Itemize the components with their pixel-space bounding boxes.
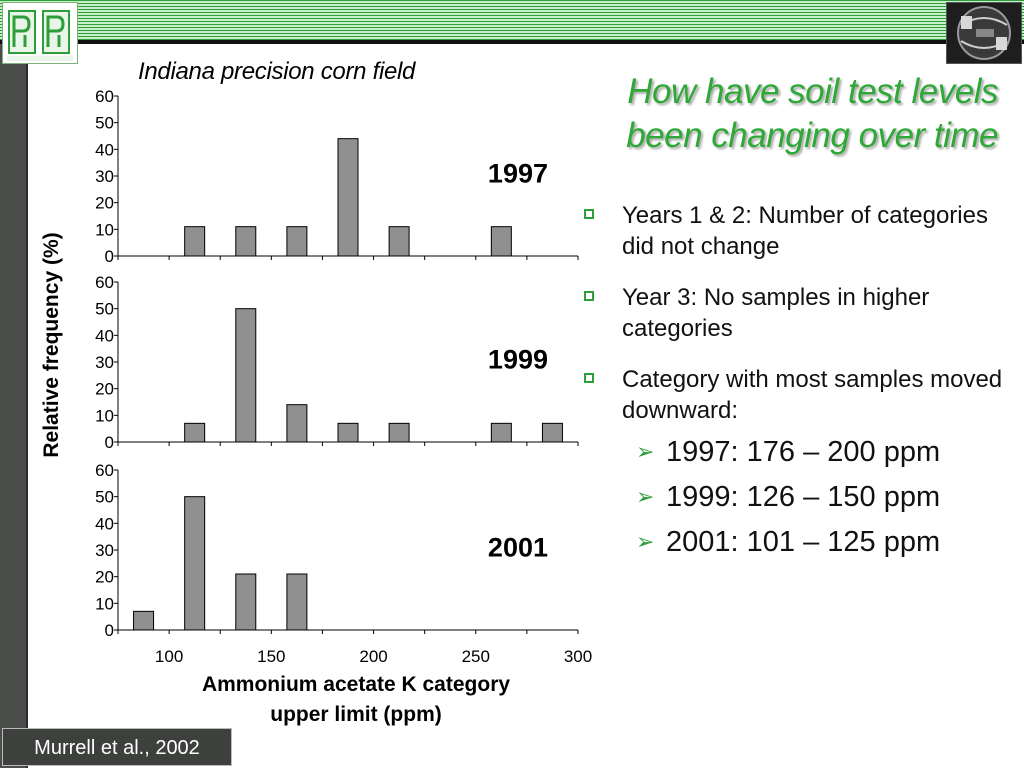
- sub-bullet-text: 2001: 101 – 125 ppm: [666, 526, 941, 558]
- y-tick-label: 60: [95, 87, 114, 106]
- progress-knowledge-logo-mark: [957, 6, 1011, 60]
- header-rule: [0, 40, 1024, 44]
- bar: [235, 308, 257, 443]
- y-tick-label: 30: [95, 353, 114, 372]
- bar: [286, 404, 308, 443]
- bar: [388, 422, 410, 443]
- y-tick-label: 60: [95, 273, 114, 292]
- bullet-text: Years 1 & 2: Number of categories did no…: [622, 202, 988, 260]
- arrow-bullet-icon: ➢: [636, 529, 655, 554]
- bar: [286, 573, 308, 631]
- left-sidebar-bar: [0, 44, 26, 768]
- slide-title: How have soil test levels been changing …: [548, 70, 998, 158]
- y-tick-label: 60: [95, 461, 114, 480]
- sub-bullet-text: 1997: 176 – 200 ppm: [666, 436, 941, 468]
- left-sidebar-edge: [26, 44, 28, 768]
- ppi-logo-mark: [7, 10, 73, 61]
- x-tick-label: 150: [257, 647, 285, 666]
- y-tick-label: 0: [105, 621, 114, 640]
- x-axis-label: upper limit (ppm): [270, 703, 442, 726]
- bar: [490, 422, 512, 443]
- panel-year-label: 2001: [488, 533, 548, 563]
- sub-bullet-item: ➢ 1997: 176 – 200 ppm: [636, 434, 1024, 470]
- slide-title-line-1: How have soil test levels: [627, 72, 998, 111]
- y-tick-label: 40: [95, 514, 114, 533]
- arrow-bullet-icon: ➢: [636, 439, 655, 464]
- y-tick-label: 0: [105, 247, 114, 266]
- slide-title-line-2: been changing over time: [626, 116, 998, 155]
- y-tick-label: 10: [95, 406, 114, 425]
- square-bullet-icon: [584, 291, 594, 301]
- bar: [235, 573, 257, 631]
- y-tick-label: 50: [95, 300, 114, 319]
- bullet-item: Years 1 & 2: Number of categories did no…: [580, 200, 1010, 262]
- bullet-item: Year 3: No samples in higher categories: [580, 282, 1010, 344]
- bar: [337, 138, 359, 257]
- x-tick-label: 100: [155, 647, 183, 666]
- y-tick-label: 50: [95, 114, 114, 133]
- bar: [184, 226, 206, 257]
- x-tick-label: 250: [462, 647, 490, 666]
- sub-bullet-item: ➢ 2001: 101 – 125 ppm: [636, 524, 1024, 560]
- x-axis-label: Ammonium acetate K category: [202, 673, 510, 696]
- y-tick-label: 30: [95, 167, 114, 186]
- panel-year-label: 1997: [488, 159, 548, 189]
- bar: [541, 422, 563, 443]
- y-tick-label: 40: [95, 140, 114, 159]
- bullet-text: Category with most samples moved downwar…: [622, 366, 1003, 424]
- chart-subtitle: Indiana precision corn field: [138, 58, 416, 85]
- bar: [184, 496, 206, 631]
- bar: [337, 422, 359, 443]
- bullet-list: Years 1 & 2: Number of categories did no…: [580, 200, 1010, 446]
- y-axis-label: Relative frequency (%): [40, 232, 63, 457]
- progress-knowledge-logo: [946, 2, 1022, 64]
- square-bullet-icon: [584, 209, 594, 219]
- y-tick-label: 40: [95, 326, 114, 345]
- citation-box: Murrell et al., 2002: [2, 728, 232, 766]
- ppi-logo: [2, 2, 78, 64]
- bullet-text: Year 3: No samples in higher categories: [622, 284, 930, 342]
- arrow-bullet-icon: ➢: [636, 484, 655, 509]
- header-stripe: [0, 0, 1024, 40]
- y-tick-label: 10: [95, 594, 114, 613]
- bar: [133, 610, 155, 631]
- y-tick-label: 20: [95, 568, 114, 587]
- y-tick-label: 30: [95, 541, 114, 560]
- bar: [490, 226, 512, 257]
- sub-bullet-text: 1999: 126 – 150 ppm: [666, 481, 941, 513]
- bullet-item: Category with most samples moved downwar…: [580, 364, 1010, 426]
- y-tick-label: 50: [95, 488, 114, 507]
- bar: [184, 422, 206, 443]
- y-tick-label: 20: [95, 380, 114, 399]
- panel-year-label: 1999: [488, 345, 548, 375]
- x-tick-label: 200: [359, 647, 387, 666]
- bar: [286, 226, 308, 257]
- y-tick-label: 10: [95, 220, 114, 239]
- y-tick-label: 20: [95, 194, 114, 213]
- bar: [235, 226, 257, 257]
- x-tick-label: 300: [564, 647, 592, 666]
- sub-bullet-item: ➢ 1999: 126 – 150 ppm: [636, 479, 1024, 515]
- y-tick-label: 0: [105, 433, 114, 452]
- bar: [388, 226, 410, 257]
- sub-bullet-list: ➢ 1997: 176 – 200 ppm ➢ 1999: 126 – 150 pp…: [636, 434, 1024, 569]
- square-bullet-icon: [584, 373, 594, 383]
